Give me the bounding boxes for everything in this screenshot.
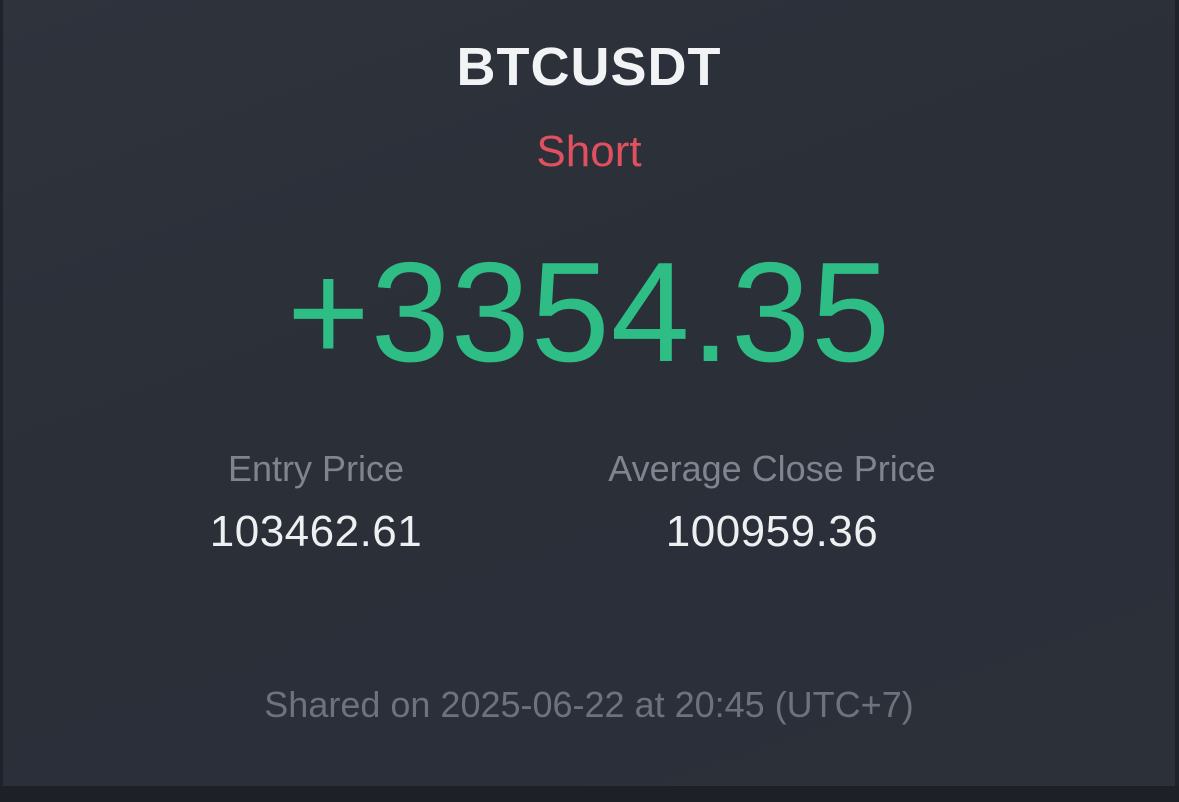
pnl-value: +3354.35 [286, 233, 892, 392]
shared-timestamp: Shared on 2025-06-22 at 20:45 (UTC+7) [264, 684, 914, 725]
entry-price-label: Entry Price [227, 448, 405, 489]
trade-symbol: BTCUSDT [456, 37, 722, 97]
avg-close-price-label: Average Close Price [608, 448, 936, 489]
avg-close-price-value: 100959.36 [665, 507, 879, 556]
entry-price-value: 103462.61 [209, 507, 423, 556]
position-side: Short [536, 127, 642, 176]
bottom-bar [0, 786, 1179, 802]
